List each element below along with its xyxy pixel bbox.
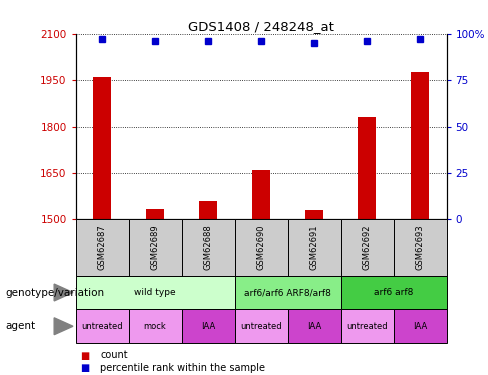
Bar xyxy=(235,276,341,309)
Bar xyxy=(76,276,235,309)
Bar xyxy=(129,309,182,343)
Polygon shape xyxy=(54,318,73,334)
Bar xyxy=(76,309,129,343)
Bar xyxy=(305,210,324,219)
Text: GSM62692: GSM62692 xyxy=(363,225,371,270)
Bar xyxy=(129,219,182,276)
Bar xyxy=(182,309,235,343)
Text: agent: agent xyxy=(5,321,35,331)
Title: GDS1408 / 248248_at: GDS1408 / 248248_at xyxy=(188,20,334,33)
Bar xyxy=(287,309,341,343)
Text: untreated: untreated xyxy=(81,322,123,331)
Bar xyxy=(341,309,393,343)
Bar xyxy=(182,219,235,276)
Bar xyxy=(146,209,164,219)
Text: GSM62688: GSM62688 xyxy=(203,225,213,270)
Polygon shape xyxy=(54,284,73,301)
Text: GSM62691: GSM62691 xyxy=(309,225,319,270)
Bar xyxy=(393,309,447,343)
Bar xyxy=(341,219,393,276)
Bar xyxy=(341,276,447,309)
Bar xyxy=(199,201,217,219)
Text: IAA: IAA xyxy=(413,322,427,331)
Text: mock: mock xyxy=(144,322,166,331)
Bar xyxy=(235,219,287,276)
Text: untreated: untreated xyxy=(346,322,388,331)
Bar xyxy=(287,219,341,276)
Text: ■: ■ xyxy=(81,351,90,360)
Text: percentile rank within the sample: percentile rank within the sample xyxy=(100,363,265,373)
Bar xyxy=(411,72,429,219)
Text: arf6/arf6 ARF8/arf8: arf6/arf6 ARF8/arf8 xyxy=(244,288,331,297)
Text: wild type: wild type xyxy=(134,288,176,297)
Bar xyxy=(358,117,376,219)
Bar xyxy=(252,170,270,219)
Text: GSM62690: GSM62690 xyxy=(257,225,265,270)
Text: GSM62687: GSM62687 xyxy=(98,225,107,270)
Text: count: count xyxy=(100,351,128,360)
Bar xyxy=(76,219,129,276)
Text: untreated: untreated xyxy=(240,322,282,331)
Text: ■: ■ xyxy=(81,363,90,373)
Text: GSM62693: GSM62693 xyxy=(415,225,425,270)
Text: IAA: IAA xyxy=(201,322,215,331)
Text: arf6 arf8: arf6 arf8 xyxy=(374,288,413,297)
Text: genotype/variation: genotype/variation xyxy=(5,288,104,297)
Text: GSM62689: GSM62689 xyxy=(151,225,160,270)
Bar xyxy=(93,77,111,219)
Bar xyxy=(235,309,287,343)
Text: IAA: IAA xyxy=(307,322,321,331)
Bar xyxy=(393,219,447,276)
